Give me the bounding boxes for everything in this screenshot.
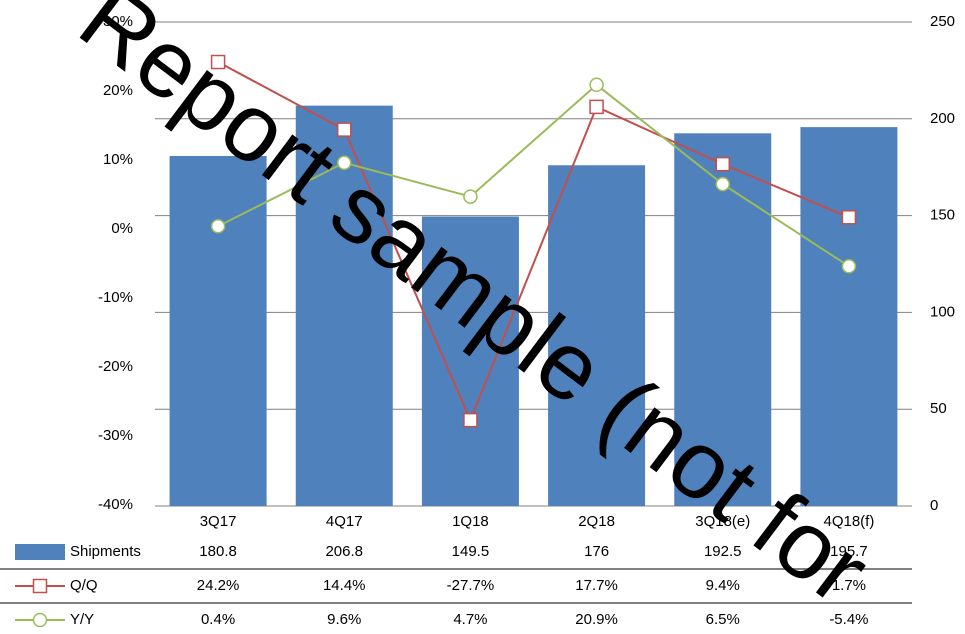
- table-cell: 9.4%: [706, 577, 740, 594]
- marker: [715, 156, 730, 172]
- marker: [715, 176, 730, 192]
- table-cell: 192.5: [704, 543, 742, 560]
- marker: [337, 155, 352, 171]
- table-cell: 4.7%: [453, 611, 487, 628]
- marker: [463, 412, 478, 428]
- y-tick-label: 30%: [103, 13, 133, 30]
- table-cell: 1.7%: [832, 577, 866, 594]
- y2-tick-label: 50: [930, 400, 947, 417]
- line: [217, 83, 850, 268]
- table-cell: 0.4%: [201, 611, 235, 628]
- table-cell: 6.5%: [706, 611, 740, 628]
- legend-label: Y/Y: [70, 611, 94, 628]
- table-cell: 195.7: [830, 543, 868, 560]
- line: [217, 61, 850, 423]
- y-tick-label: -10%: [98, 289, 133, 306]
- table-cell: 206.8: [325, 543, 363, 560]
- marker: [337, 122, 352, 137]
- marker: [589, 77, 604, 93]
- y-tick-label: -20%: [98, 358, 133, 375]
- y-tick-label: -40%: [98, 496, 133, 513]
- legend-label: Shipments: [70, 543, 141, 560]
- bar: [548, 165, 646, 506]
- table-cell: 180.8: [199, 543, 237, 560]
- y2-tick-label: 100: [930, 303, 955, 320]
- x-tick-label: 4Q18(f): [823, 513, 874, 530]
- marker: [589, 99, 604, 115]
- legend-marker: [32, 578, 48, 594]
- y-tick-label: -30%: [98, 427, 133, 444]
- table-cell: 20.9%: [575, 611, 618, 628]
- table-cell: 176: [584, 543, 609, 560]
- x-tick-label: 2Q18: [578, 513, 615, 530]
- table-cell: 14.4%: [323, 577, 366, 594]
- table-cell: 9.6%: [327, 611, 361, 628]
- y-tick-label: 10%: [103, 151, 133, 168]
- legend-marker: [32, 612, 48, 628]
- bar: [674, 133, 772, 506]
- x-tick-label: 3Q17: [200, 513, 237, 530]
- y-tick-label: 0%: [111, 220, 133, 237]
- legend-swatch: [15, 544, 65, 560]
- table-cell: 24.2%: [197, 577, 240, 594]
- table-cell: -5.4%: [829, 611, 868, 628]
- bar: [421, 216, 519, 506]
- x-tick-label: 4Q17: [326, 513, 363, 530]
- table-cell: -27.7%: [447, 577, 495, 594]
- y2-tick-label: 150: [930, 207, 955, 224]
- y-tick-label: 20%: [103, 82, 133, 99]
- y2-tick-label: 200: [930, 110, 955, 127]
- marker: [841, 259, 857, 274]
- marker: [841, 210, 857, 225]
- marker: [210, 54, 226, 70]
- marker: [210, 218, 226, 234]
- x-tick-label: 3Q18(e): [695, 513, 750, 530]
- x-tick-label: 1Q18: [452, 513, 489, 530]
- marker: [463, 189, 478, 204]
- y2-tick-label: 0: [930, 497, 938, 514]
- y2-tick-label: 250: [930, 13, 955, 30]
- bar: [169, 155, 267, 507]
- table-cell: 17.7%: [575, 577, 618, 594]
- legend-label: Q/Q: [70, 577, 98, 594]
- bar: [800, 127, 898, 506]
- table-cell: 149.5: [452, 543, 490, 560]
